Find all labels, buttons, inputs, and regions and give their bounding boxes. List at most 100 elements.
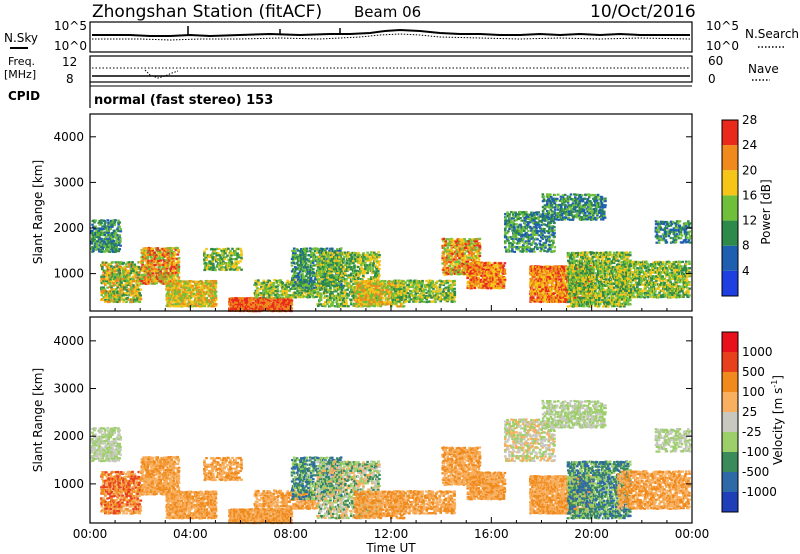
power-cell — [274, 289, 278, 293]
power-cell — [159, 278, 162, 281]
power-cell — [122, 298, 126, 301]
power-cell — [136, 286, 140, 289]
power-cell — [229, 252, 233, 255]
power-cell — [203, 252, 206, 255]
cpid-label: CPID — [8, 89, 40, 103]
power-cell — [98, 250, 101, 253]
power-cell — [366, 264, 369, 267]
nave-tick-top: 60 — [708, 54, 723, 68]
power-cell — [362, 259, 365, 262]
power-cell — [110, 242, 113, 245]
power-cell — [272, 291, 275, 294]
power-cell — [346, 251, 350, 254]
power-cell — [147, 280, 151, 283]
power-cell — [313, 291, 316, 294]
power-cell — [212, 258, 215, 261]
power-cell — [311, 253, 314, 257]
power-cell — [228, 256, 232, 259]
power-cell — [392, 295, 396, 298]
power-cell — [405, 294, 408, 297]
power-cell — [366, 284, 370, 288]
power-cell — [463, 248, 466, 252]
power-cell — [101, 275, 105, 278]
power-cell — [126, 283, 129, 286]
power-cell — [171, 271, 175, 275]
power-cell — [455, 258, 459, 261]
power-cell — [142, 257, 146, 261]
power-cell — [263, 283, 267, 286]
power-cell — [112, 267, 115, 270]
power-cell — [371, 298, 375, 301]
power-cell — [110, 280, 114, 283]
power-cell — [103, 220, 106, 223]
power-cell — [120, 285, 123, 289]
power-cell — [183, 292, 187, 296]
power-cell — [177, 260, 181, 263]
power-cell — [159, 280, 163, 283]
power-cell — [122, 277, 126, 280]
power-cell — [269, 284, 272, 287]
power-cell — [255, 285, 258, 288]
power-cell — [132, 275, 135, 278]
power-cell — [346, 296, 349, 300]
power-cell — [208, 295, 212, 298]
power-cell — [317, 284, 320, 287]
power-cell — [152, 261, 155, 264]
power-cell — [408, 300, 411, 303]
power-cell — [311, 247, 315, 250]
power-cell — [254, 281, 257, 285]
power-cell — [116, 267, 119, 270]
power-cell — [148, 263, 151, 267]
power-cell — [428, 294, 431, 297]
power-cell — [109, 278, 113, 281]
power-cell — [319, 303, 323, 306]
power-cell — [115, 296, 119, 299]
power-cell — [184, 298, 188, 302]
power-cell — [128, 275, 131, 278]
power-cell — [230, 262, 234, 265]
power-cell — [336, 253, 339, 256]
power-cell — [172, 288, 176, 291]
power-cell — [136, 292, 139, 295]
power-cell — [122, 300, 125, 303]
power-cell — [108, 286, 112, 289]
power-cell — [331, 297, 335, 300]
power-cell — [342, 258, 345, 261]
power-cell — [209, 284, 213, 288]
power-cell — [340, 270, 343, 273]
power-cell — [118, 298, 121, 301]
power-cell — [153, 279, 156, 283]
power-cell — [272, 283, 275, 286]
power-cell — [212, 286, 216, 289]
power-cell — [350, 257, 354, 260]
power-cell — [149, 265, 152, 268]
power-cell — [151, 270, 154, 273]
power-cell — [333, 270, 337, 273]
power-cell — [312, 253, 316, 257]
power-cell — [153, 255, 156, 258]
power-cell — [458, 254, 462, 258]
power-cell — [230, 268, 233, 271]
power-cell — [139, 295, 142, 299]
power-cell — [347, 263, 351, 266]
power-cell — [195, 280, 199, 284]
power-cell — [103, 263, 106, 266]
power-cell — [335, 270, 339, 273]
power-cell — [312, 274, 316, 277]
power-cell — [375, 299, 379, 302]
power-cell — [262, 296, 266, 299]
power-cell — [340, 305, 344, 308]
power-cell — [211, 260, 214, 263]
power-cell — [214, 296, 218, 299]
power-cell — [206, 292, 210, 295]
power-cell — [365, 288, 369, 291]
power-cell — [190, 303, 194, 306]
power-cell — [353, 294, 356, 298]
power-cell — [94, 227, 98, 230]
power-cell — [230, 260, 233, 263]
power-cell — [200, 280, 204, 283]
power-cell — [252, 301, 255, 304]
power-cell — [367, 298, 370, 302]
power-cell — [172, 269, 176, 273]
power-cell — [458, 258, 461, 261]
